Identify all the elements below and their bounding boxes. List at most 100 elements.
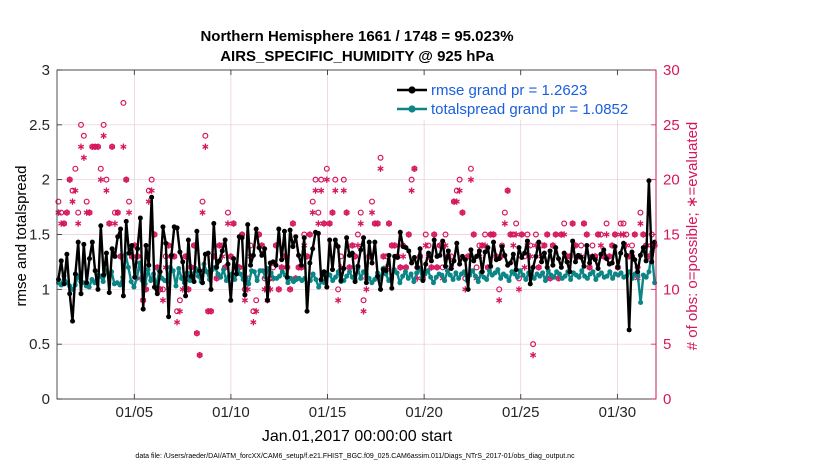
rmse-point bbox=[513, 267, 519, 273]
rmse-point bbox=[259, 252, 265, 258]
rmse-point bbox=[536, 239, 542, 245]
obs-evaluated-marker bbox=[125, 209, 133, 216]
obs-evaluated-marker bbox=[400, 253, 407, 260]
obs-evaluated-marker bbox=[326, 220, 333, 227]
obs-possible-marker bbox=[628, 242, 635, 249]
rmse-point bbox=[160, 224, 166, 230]
rmse-point bbox=[386, 252, 392, 258]
rmse-point bbox=[604, 256, 610, 262]
obs-possible-marker bbox=[312, 176, 319, 183]
rmse-line bbox=[57, 179, 656, 332]
totalspread-point bbox=[551, 274, 557, 280]
obs-possible-marker bbox=[617, 220, 624, 227]
chart-title-line1: Northern Hemisphere 1661 / 1748 = 95.023… bbox=[200, 28, 513, 45]
rmse-point bbox=[476, 248, 482, 254]
totalspread-point bbox=[344, 273, 350, 279]
obs-possible-marker bbox=[332, 176, 339, 183]
obs-evaluated-marker bbox=[335, 297, 342, 304]
totalspread-point bbox=[100, 279, 106, 285]
totalspread-point bbox=[411, 279, 417, 285]
rmse-point bbox=[216, 258, 222, 264]
obs-evaluated-marker bbox=[456, 187, 463, 194]
rmse-point bbox=[214, 264, 220, 270]
rmse-point bbox=[587, 260, 593, 266]
totalspread-point bbox=[187, 278, 193, 284]
obs-evaluated-marker bbox=[159, 297, 167, 304]
obs-evaluated-marker bbox=[55, 209, 62, 216]
rmse-point bbox=[414, 264, 420, 270]
rmse-point bbox=[366, 239, 372, 245]
rmse-point bbox=[279, 257, 285, 263]
rmse-point bbox=[253, 226, 259, 232]
totalspread-point bbox=[562, 273, 568, 279]
rmse-point bbox=[547, 248, 553, 254]
rmse-point bbox=[338, 278, 344, 284]
rmse-point bbox=[222, 237, 228, 243]
obs-possible-marker bbox=[561, 220, 568, 227]
rmse-point bbox=[431, 237, 437, 243]
obs-possible-marker bbox=[637, 209, 644, 216]
x-tick-label: 01/20 bbox=[405, 404, 443, 421]
obs-evaluated-marker bbox=[597, 242, 604, 249]
rmse-point bbox=[197, 268, 203, 274]
obs-evaluated-marker bbox=[148, 187, 155, 194]
rmse-point bbox=[200, 280, 206, 286]
obs-possible-marker bbox=[354, 231, 361, 238]
obs-possible-marker bbox=[357, 209, 364, 216]
obs-evaluated-marker bbox=[631, 231, 638, 238]
totalspread-point bbox=[517, 268, 523, 274]
totalspread-point bbox=[333, 274, 339, 280]
rmse-point bbox=[394, 255, 400, 261]
obs-evaluated-marker bbox=[637, 220, 644, 227]
rmse-point bbox=[623, 252, 629, 258]
totalspread-point bbox=[254, 278, 260, 284]
obs-possible-marker bbox=[422, 231, 429, 238]
totalspread-point bbox=[414, 270, 420, 276]
totalspread-point bbox=[506, 278, 512, 284]
obs-evaluated-marker bbox=[363, 286, 370, 293]
totalspread-point bbox=[520, 272, 526, 278]
obs-evaluated-marker bbox=[544, 231, 551, 238]
obs-evaluated-marker bbox=[408, 187, 415, 194]
obs-evaluated-marker bbox=[368, 209, 376, 216]
obs-evaluated-marker bbox=[100, 132, 107, 139]
rmse-point bbox=[578, 255, 584, 261]
totalspread-point bbox=[148, 278, 154, 284]
rmse-point bbox=[530, 264, 536, 270]
rmse-point bbox=[81, 241, 87, 247]
rmse-point bbox=[211, 221, 217, 227]
totalspread-point bbox=[128, 279, 134, 285]
rmse-point bbox=[544, 264, 550, 270]
rmse-point bbox=[635, 269, 641, 275]
rmse-point bbox=[564, 259, 570, 265]
rmse-point bbox=[239, 235, 245, 241]
obs-evaluated-marker bbox=[510, 242, 517, 249]
rmse-point bbox=[58, 258, 64, 264]
obs-evaluated-marker bbox=[306, 231, 313, 238]
rmse-point bbox=[397, 229, 403, 235]
right-y-tick-label: 5 bbox=[663, 336, 671, 353]
obs-evaluated-marker bbox=[470, 231, 477, 238]
totalspread-point bbox=[223, 278, 229, 284]
obs-evaluated-marker bbox=[391, 242, 398, 249]
obs-evaluated-marker bbox=[380, 253, 387, 260]
rmse-point bbox=[649, 259, 655, 265]
legend-spread-marker bbox=[408, 105, 416, 113]
left-y-tick-label: 2.5 bbox=[29, 117, 50, 134]
totalspread-point bbox=[495, 267, 501, 273]
rmse-point bbox=[123, 218, 129, 224]
rmse-point bbox=[298, 262, 304, 268]
rmse-point bbox=[621, 240, 627, 246]
totalspread-point bbox=[579, 268, 585, 274]
obs-possible-marker bbox=[323, 165, 330, 172]
obs-evaluated-marker bbox=[332, 187, 339, 194]
obs-possible-marker bbox=[603, 220, 610, 227]
obs-possible-marker bbox=[482, 231, 489, 238]
rmse-point bbox=[132, 274, 138, 280]
left-y-axis-label: rmse and totalspread bbox=[13, 166, 30, 307]
rmse-point bbox=[233, 271, 239, 277]
totalspread-point bbox=[347, 269, 353, 275]
rmse-point bbox=[205, 250, 211, 256]
obs-evaluated-marker bbox=[173, 319, 181, 326]
totalspread-point bbox=[408, 271, 414, 277]
